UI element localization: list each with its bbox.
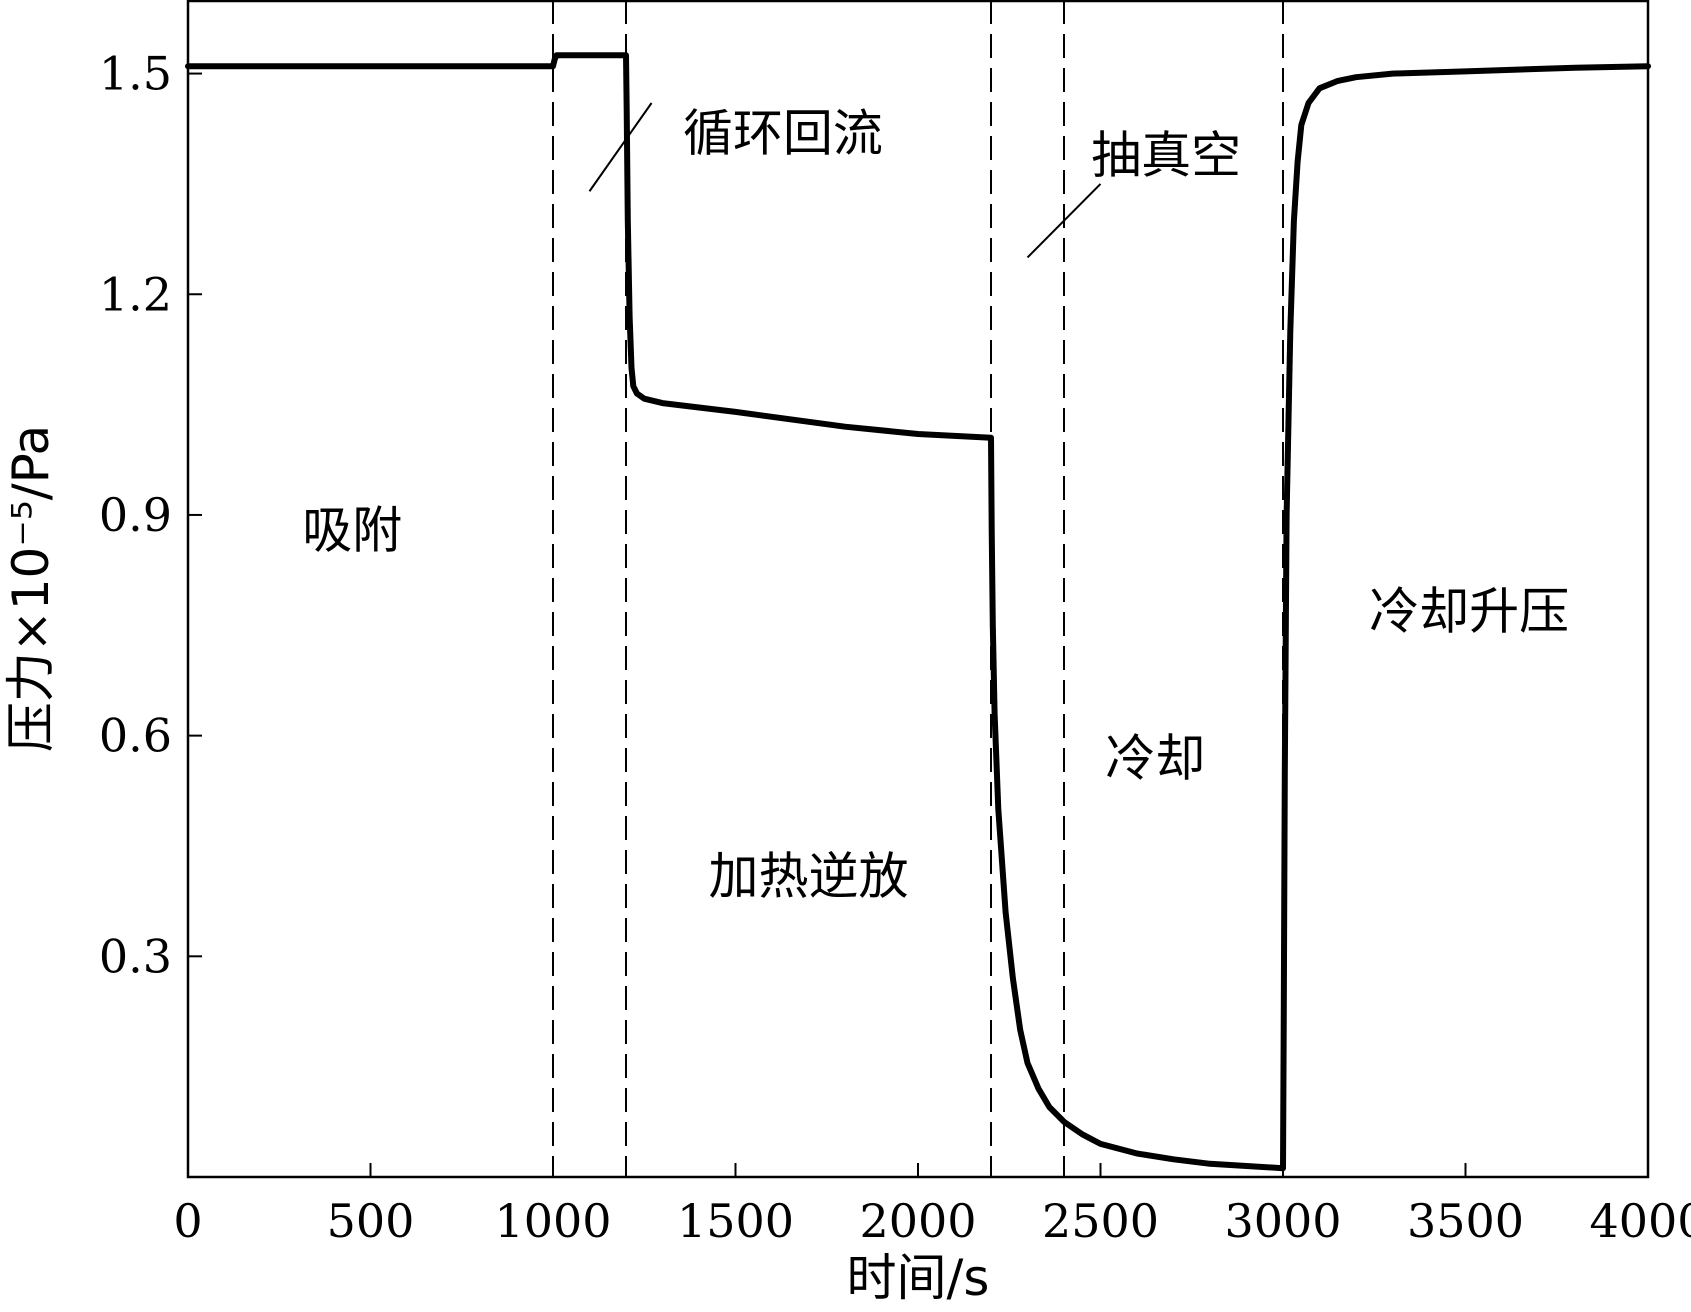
stage-label: 循环回流 bbox=[683, 104, 883, 162]
y-axis-ticks: 0.3 0.6 0.9 1.2 1.5 bbox=[99, 47, 202, 983]
x-tick-label: 1500 bbox=[677, 1194, 794, 1248]
x-tick-label: 500 bbox=[327, 1194, 415, 1248]
x-tick-label: 3000 bbox=[1224, 1194, 1341, 1248]
annotation-leader bbox=[588, 102, 653, 192]
stage-label: 冷却升压 bbox=[1369, 583, 1569, 641]
y-tick-label: 1.5 bbox=[99, 47, 172, 101]
stage-label: 抽真空 bbox=[1091, 126, 1241, 184]
stage-label: 冷却 bbox=[1105, 730, 1205, 788]
x-tick-label: 1000 bbox=[494, 1194, 611, 1248]
x-tick-label: 2000 bbox=[859, 1194, 976, 1248]
x-tick-label: 2500 bbox=[1042, 1194, 1159, 1248]
annotation-leader bbox=[1026, 183, 1102, 259]
y-tick-label: 0.9 bbox=[99, 488, 172, 542]
y-tick-label: 0.3 bbox=[99, 929, 172, 983]
x-axis-title: 时间/s bbox=[847, 1249, 990, 1307]
x-tick-label: 3500 bbox=[1407, 1194, 1524, 1248]
stage-label: 吸附 bbox=[302, 502, 402, 560]
y-tick-label: 1.2 bbox=[99, 267, 172, 321]
stage-label: 加热逆放 bbox=[709, 847, 909, 905]
y-axis-title: 压力×10⁻⁵/Pa bbox=[2, 425, 60, 752]
pressure-curve bbox=[185, 52, 1651, 1172]
y-tick-label: 0.6 bbox=[99, 709, 172, 763]
x-tick-label: 0 bbox=[173, 1194, 202, 1248]
annotation-leader-lines bbox=[588, 102, 1102, 259]
